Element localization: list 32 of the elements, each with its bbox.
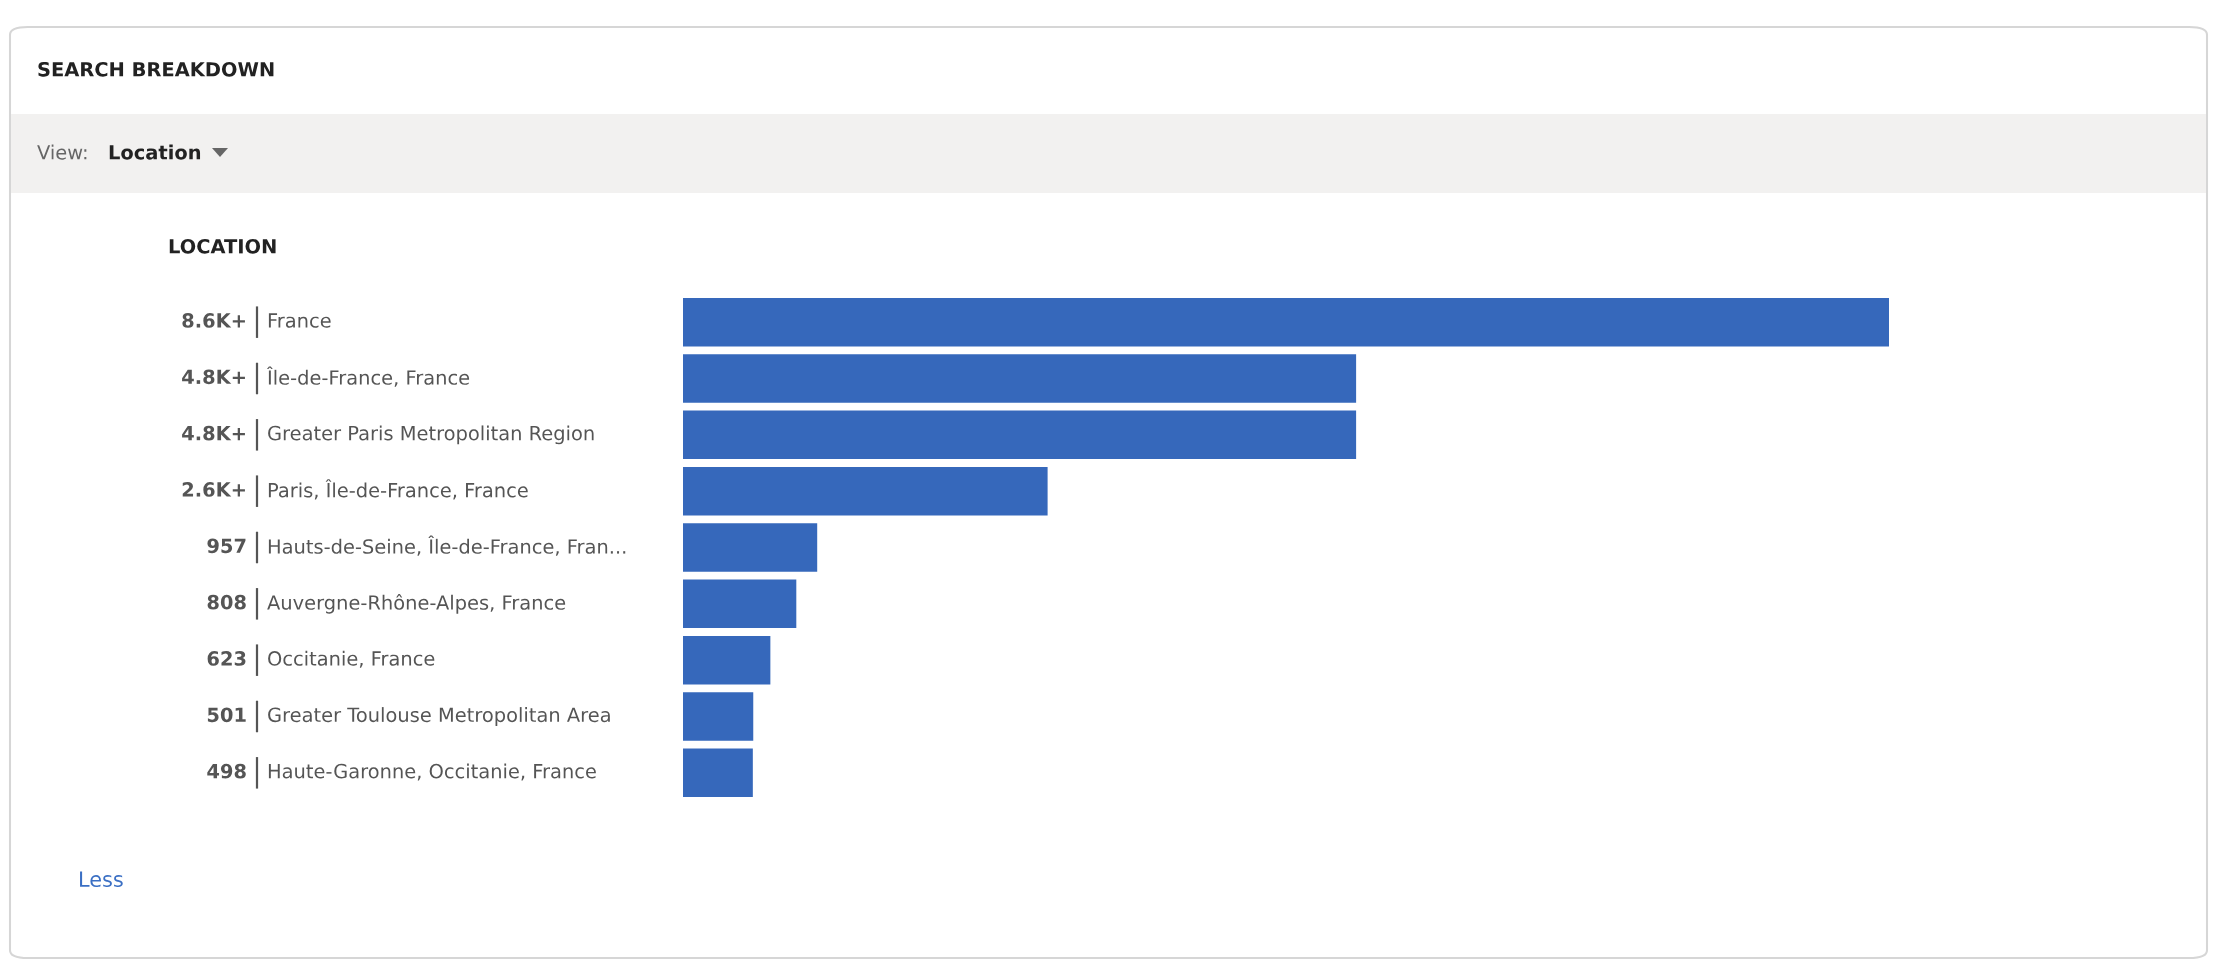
text: SEARCH BREAKDOWN <box>38 61 274 77</box>
data-label: 623 <box>207 651 246 666</box>
y-tick-label: Haute-Garonne, Occitanie, France <box>268 763 596 781</box>
y-tick-label: Occitanie, France <box>268 650 435 668</box>
text: LOCATION <box>169 238 276 254</box>
data-label: 498 <box>207 763 246 779</box>
data-label: 8.6K+ <box>182 313 245 328</box>
data-label: 4.8K+ <box>182 425 245 441</box>
bar <box>683 692 754 741</box>
data-label: 957 <box>207 538 246 554</box>
y-tick-label: Auvergne-Rhône-Alpes, France <box>267 594 566 614</box>
bar <box>683 410 1357 460</box>
text: Less <box>80 871 123 888</box>
y-tick-label: Paris, Île-de-France, France <box>268 479 528 500</box>
data-label: 501 <box>207 707 246 723</box>
data-label: 808 <box>207 594 246 610</box>
y-tick-label: Greater Paris Metropolitan Region <box>268 425 594 445</box>
text: View: <box>37 144 87 160</box>
text: Location <box>109 144 201 160</box>
bar <box>683 579 797 629</box>
y-tick-label: France <box>268 313 331 328</box>
y-tick-label: Greater Toulouse Metropolitan Area <box>268 707 610 726</box>
bar <box>683 635 771 685</box>
bar <box>683 297 1889 347</box>
bar <box>683 466 1048 516</box>
bar <box>683 354 1357 403</box>
bar <box>683 748 753 798</box>
data-label: 2.6K+ <box>182 482 245 497</box>
data-label: 4.8K+ <box>182 369 245 385</box>
bar <box>683 523 818 572</box>
y-tick-label: Hauts-de-Seine, Île-de-France, Fran... <box>268 535 626 556</box>
y-tick-label: Île-de-France, France <box>266 366 470 387</box>
